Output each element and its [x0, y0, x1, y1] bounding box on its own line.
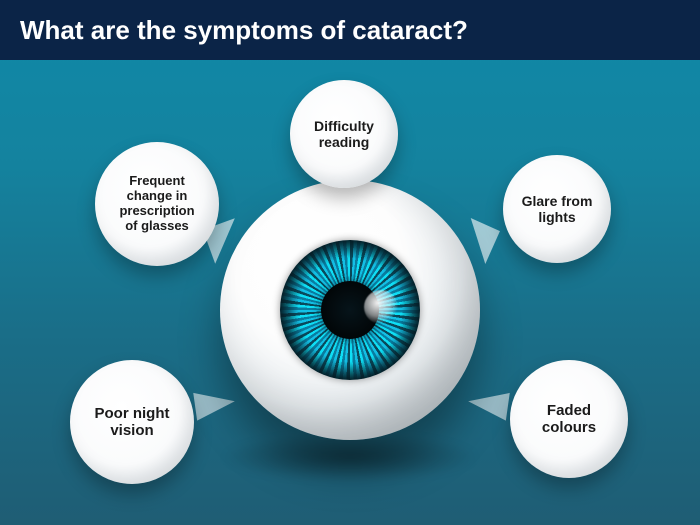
connector-faded-colours — [466, 387, 510, 420]
symptom-label: Poor night vision — [95, 405, 170, 440]
symptom-label: Faded colours — [542, 402, 596, 437]
connector-poor-night-vision — [193, 387, 237, 420]
symptom-faded-colours: Faded colours — [510, 360, 628, 478]
symptom-label: Frequent change in prescription of glass… — [119, 174, 194, 234]
iris — [280, 240, 420, 380]
symptom-glare-from-lights: Glare from lights — [503, 155, 611, 263]
title-bar: What are the symptoms of cataract? — [0, 0, 700, 60]
eyeball — [220, 180, 480, 440]
infographic-canvas: What are the symptoms of cataract? Diffi… — [0, 0, 700, 525]
page-title: What are the symptoms of cataract? — [20, 15, 468, 46]
stage: Difficulty reading Glare from lights Frequ… — [0, 60, 700, 525]
symptom-poor-night-vision: Poor night vision — [70, 360, 194, 484]
eye-highlight — [364, 290, 398, 324]
symptom-label: Difficulty reading — [314, 118, 374, 150]
symptom-frequent-change: Frequent change in prescription of glass… — [95, 142, 219, 266]
symptom-difficulty-reading: Difficulty reading — [290, 80, 398, 188]
symptom-label: Glare from lights — [522, 193, 593, 225]
